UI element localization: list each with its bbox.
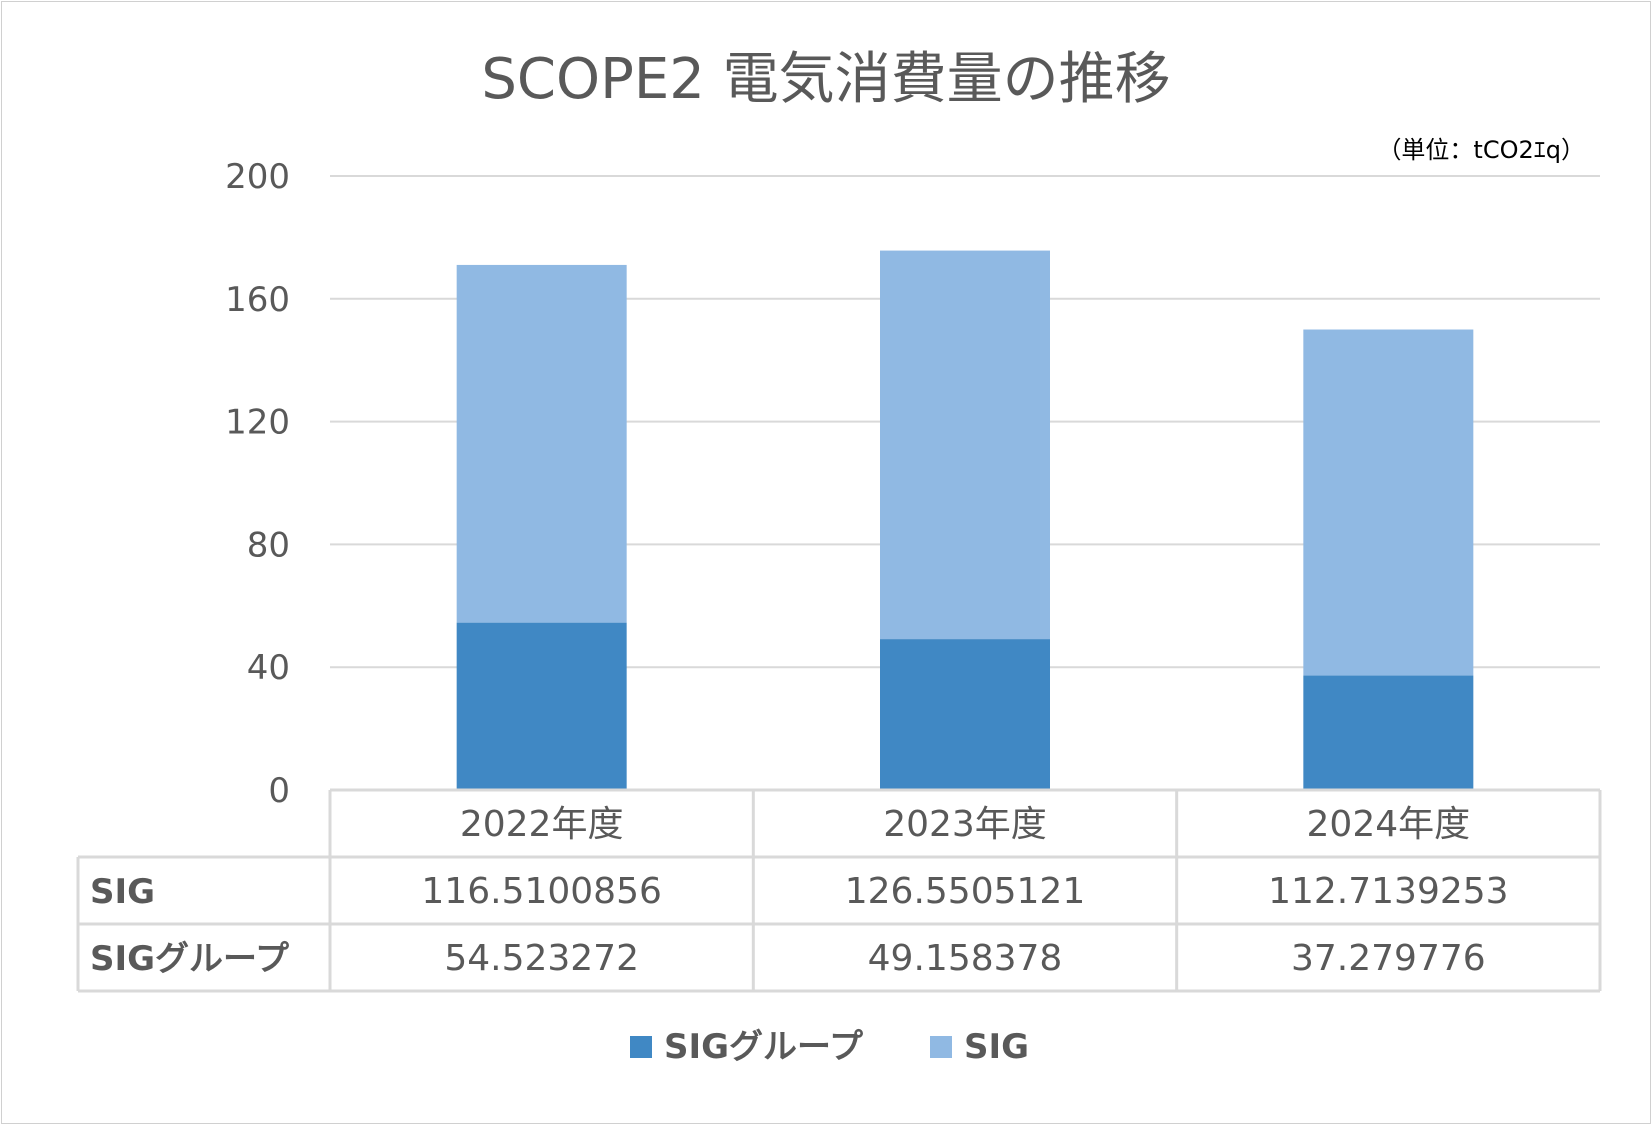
legend-swatch (930, 1036, 952, 1058)
bar-sig-group-0 (456, 622, 627, 790)
table-cell: 49.158378 (868, 938, 1063, 979)
table-cell: 126.5505121 (845, 871, 1086, 912)
y-tick-label: 80 (247, 525, 290, 565)
unit-label: （単位：tCO2ｴq） (1377, 136, 1585, 164)
legend-label: SIG (964, 1027, 1029, 1067)
table-cell: 37.279776 (1291, 938, 1486, 979)
bar-sig-group-1 (880, 639, 1050, 790)
y-tick-label: 160 (225, 280, 290, 320)
category-label: 2024年度 (1307, 804, 1471, 845)
legend-swatch (630, 1036, 652, 1058)
bar-sig-group-2 (1303, 675, 1474, 790)
bar-sig-0 (456, 264, 627, 623)
bar-sig-1 (880, 250, 1050, 640)
legend-label: SIGグループ (664, 1027, 863, 1067)
table-cell: 116.5100856 (421, 871, 662, 912)
table-cell: 112.7139253 (1268, 871, 1509, 912)
table-row-header: SIG (90, 872, 155, 912)
chart-title: SCOPE2 電気消費量の推移 (481, 47, 1170, 112)
y-tick-label: 200 (225, 157, 290, 197)
y-tick-label: 120 (225, 403, 290, 443)
legend: SIGグループ SIG (630, 1027, 1029, 1067)
category-label: 2023年度 (883, 804, 1047, 845)
y-tick-label: 0 (268, 771, 290, 811)
table-row-header: SIGグループ (90, 939, 289, 979)
category-label: 2022年度 (460, 804, 624, 845)
bars (456, 250, 1474, 790)
table-cell: 54.523272 (444, 938, 639, 979)
data-table: 2022年度 2023年度 2024年度 SIG 116.5100856 126.5505… (76, 788, 1602, 993)
bar-sig-2 (1303, 329, 1474, 676)
y-tick-label: 40 (247, 648, 290, 688)
y-axis-ticks: 0 40 80 120 160 200 (225, 157, 290, 811)
